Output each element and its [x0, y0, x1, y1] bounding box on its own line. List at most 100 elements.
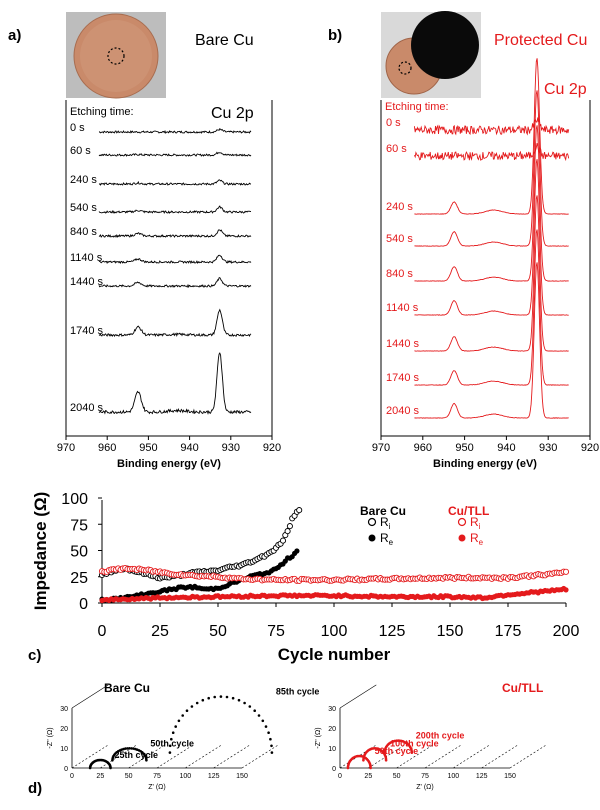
protected-cu-photo — [381, 11, 481, 98]
legend-tll-re-marker — [458, 534, 466, 542]
panel-b-axes — [380, 100, 591, 437]
nyquist-point — [174, 725, 177, 728]
x-tick-label: 930 — [222, 442, 240, 454]
nyquist-point — [213, 695, 216, 699]
panel-b-title: Protected Cu — [494, 32, 587, 49]
spectrum-line — [414, 58, 569, 215]
etching-time-label: 840 s — [386, 268, 413, 280]
x-tick-label: 960 — [98, 442, 116, 454]
nyquist-point — [126, 747, 129, 750]
spectrum-line — [414, 125, 569, 282]
y-tick-label: 30 — [328, 706, 336, 713]
etching-time-label: 2040 s — [70, 402, 104, 414]
nyquist-point — [128, 747, 131, 750]
x-tick-label: 50 — [209, 623, 227, 640]
panel-c-ylabel: Impedance (Ω) — [31, 492, 50, 611]
legend-tll-ri-label: Ri — [470, 515, 481, 531]
x-tick-label: 50 — [125, 773, 133, 780]
etching-time-label: 1740 s — [386, 372, 420, 384]
nyquist-point — [231, 696, 235, 700]
panel-b-xlabel: Binding energy (eV) — [433, 458, 537, 470]
y-tick-label: 10 — [60, 746, 68, 753]
x-tick-label: 200 — [553, 623, 580, 640]
nyquist-point — [267, 731, 270, 734]
cycle-label: 100th cycle — [390, 738, 439, 748]
nyquist-point — [185, 709, 189, 712]
x-tick-label: 950 — [455, 442, 473, 454]
x-axis-label: Z' (Ω) — [416, 784, 433, 791]
etching-time-label: 840 s — [70, 226, 97, 238]
nyquist-point — [109, 766, 112, 770]
back-axis-line — [339, 684, 377, 709]
panel-label-c: c) — [28, 647, 41, 664]
y-tick-label: 20 — [328, 726, 336, 733]
nyquist-point — [171, 731, 175, 734]
nyquist-point — [177, 719, 181, 723]
cycle-label: 50th cycle — [375, 746, 419, 756]
legend-bare-ri-marker — [367, 517, 377, 527]
panel-d-tll-title: Cu/TLL — [502, 681, 543, 695]
etching-time-label: 60 s — [70, 145, 91, 157]
y-tick-label: 100 — [61, 491, 88, 508]
nyquist-point — [181, 714, 184, 717]
x-tick-label: 125 — [476, 773, 488, 780]
nyquist-point — [261, 719, 265, 723]
spectrum-line — [414, 262, 569, 419]
x-tick-label: 25 — [151, 623, 169, 640]
panel-a-axes — [65, 100, 273, 437]
x-tick-label: 0 — [338, 773, 342, 780]
x-tick-label: 930 — [539, 442, 557, 454]
nyquist-point — [243, 701, 246, 705]
depth-gridline — [213, 744, 251, 769]
y-tick-label: 0 — [332, 766, 336, 773]
x-tick-label: 950 — [139, 442, 157, 454]
panel-a-peak-label: Cu 2p — [211, 105, 254, 122]
nyquist-point — [207, 696, 210, 700]
depth-gridline — [128, 744, 166, 769]
x-tick-label: 75 — [153, 773, 161, 780]
x-tick-label: 940 — [497, 442, 515, 454]
impedance-point — [284, 528, 291, 535]
depth-gridline — [156, 744, 194, 769]
x-tick-label: 100 — [179, 773, 191, 780]
panel-label-b: b) — [328, 27, 342, 44]
spectrum-line — [98, 179, 252, 186]
legend-tll-title: Cu/TLL — [448, 504, 489, 518]
nyquist-point — [225, 695, 229, 699]
etching-time-label: 1140 s — [386, 302, 419, 314]
y-tick-label: 25 — [70, 570, 88, 587]
panel-a-etching-label: Etching time: — [70, 106, 134, 118]
x-tick-label: 25 — [364, 773, 372, 780]
y-tick-label: 0 — [79, 596, 88, 613]
panel-c-plot: 0 25 50 75 100 125 150 175 200 0 25 50 75 100 — [61, 491, 579, 640]
spectrum-line — [413, 142, 570, 162]
nyquist-point — [168, 751, 172, 754]
panel-a-spectra: 970 960 950 940 930 920 0 s 60 s 240 s 540 s 840 s… — [57, 122, 281, 454]
nyquist-point — [369, 766, 372, 770]
legend-bare-ri-label: Ri — [380, 515, 391, 531]
spectrum-line — [98, 352, 252, 415]
spectrum-line — [98, 127, 252, 134]
nyquist-point — [170, 737, 173, 741]
y-axis-label: -Z'' (Ω) — [47, 727, 54, 748]
panel-d-tll-plot: 0 25 50 75 100 125 150 0 10 20 30 Z' (Ω) -Z'' (Ω) 50t… — [315, 684, 547, 791]
impedance-point — [562, 568, 570, 575]
impedance-point — [286, 523, 293, 530]
y-tick-label: 30 — [60, 706, 68, 713]
panel-b-etching-label: Etching time: — [385, 101, 449, 113]
x-tick-label: 100 — [447, 773, 459, 780]
x-tick-label: 75 — [421, 773, 429, 780]
x-tick-label: 150 — [437, 623, 464, 640]
etching-time-label: 1440 s — [70, 276, 104, 288]
y-tick-label: 50 — [70, 544, 88, 561]
x-tick-label: 150 — [504, 773, 516, 780]
x-tick-label: 920 — [581, 442, 599, 454]
x-tick-label: 125 — [208, 773, 220, 780]
panel-c-xlabel: Cycle number — [278, 645, 391, 664]
x-tick-label: 100 — [321, 623, 348, 640]
nyquist-point — [269, 737, 272, 741]
nyquist-point — [410, 751, 414, 754]
back-axis-line — [71, 684, 109, 709]
x-tick-label: 920 — [263, 442, 281, 454]
